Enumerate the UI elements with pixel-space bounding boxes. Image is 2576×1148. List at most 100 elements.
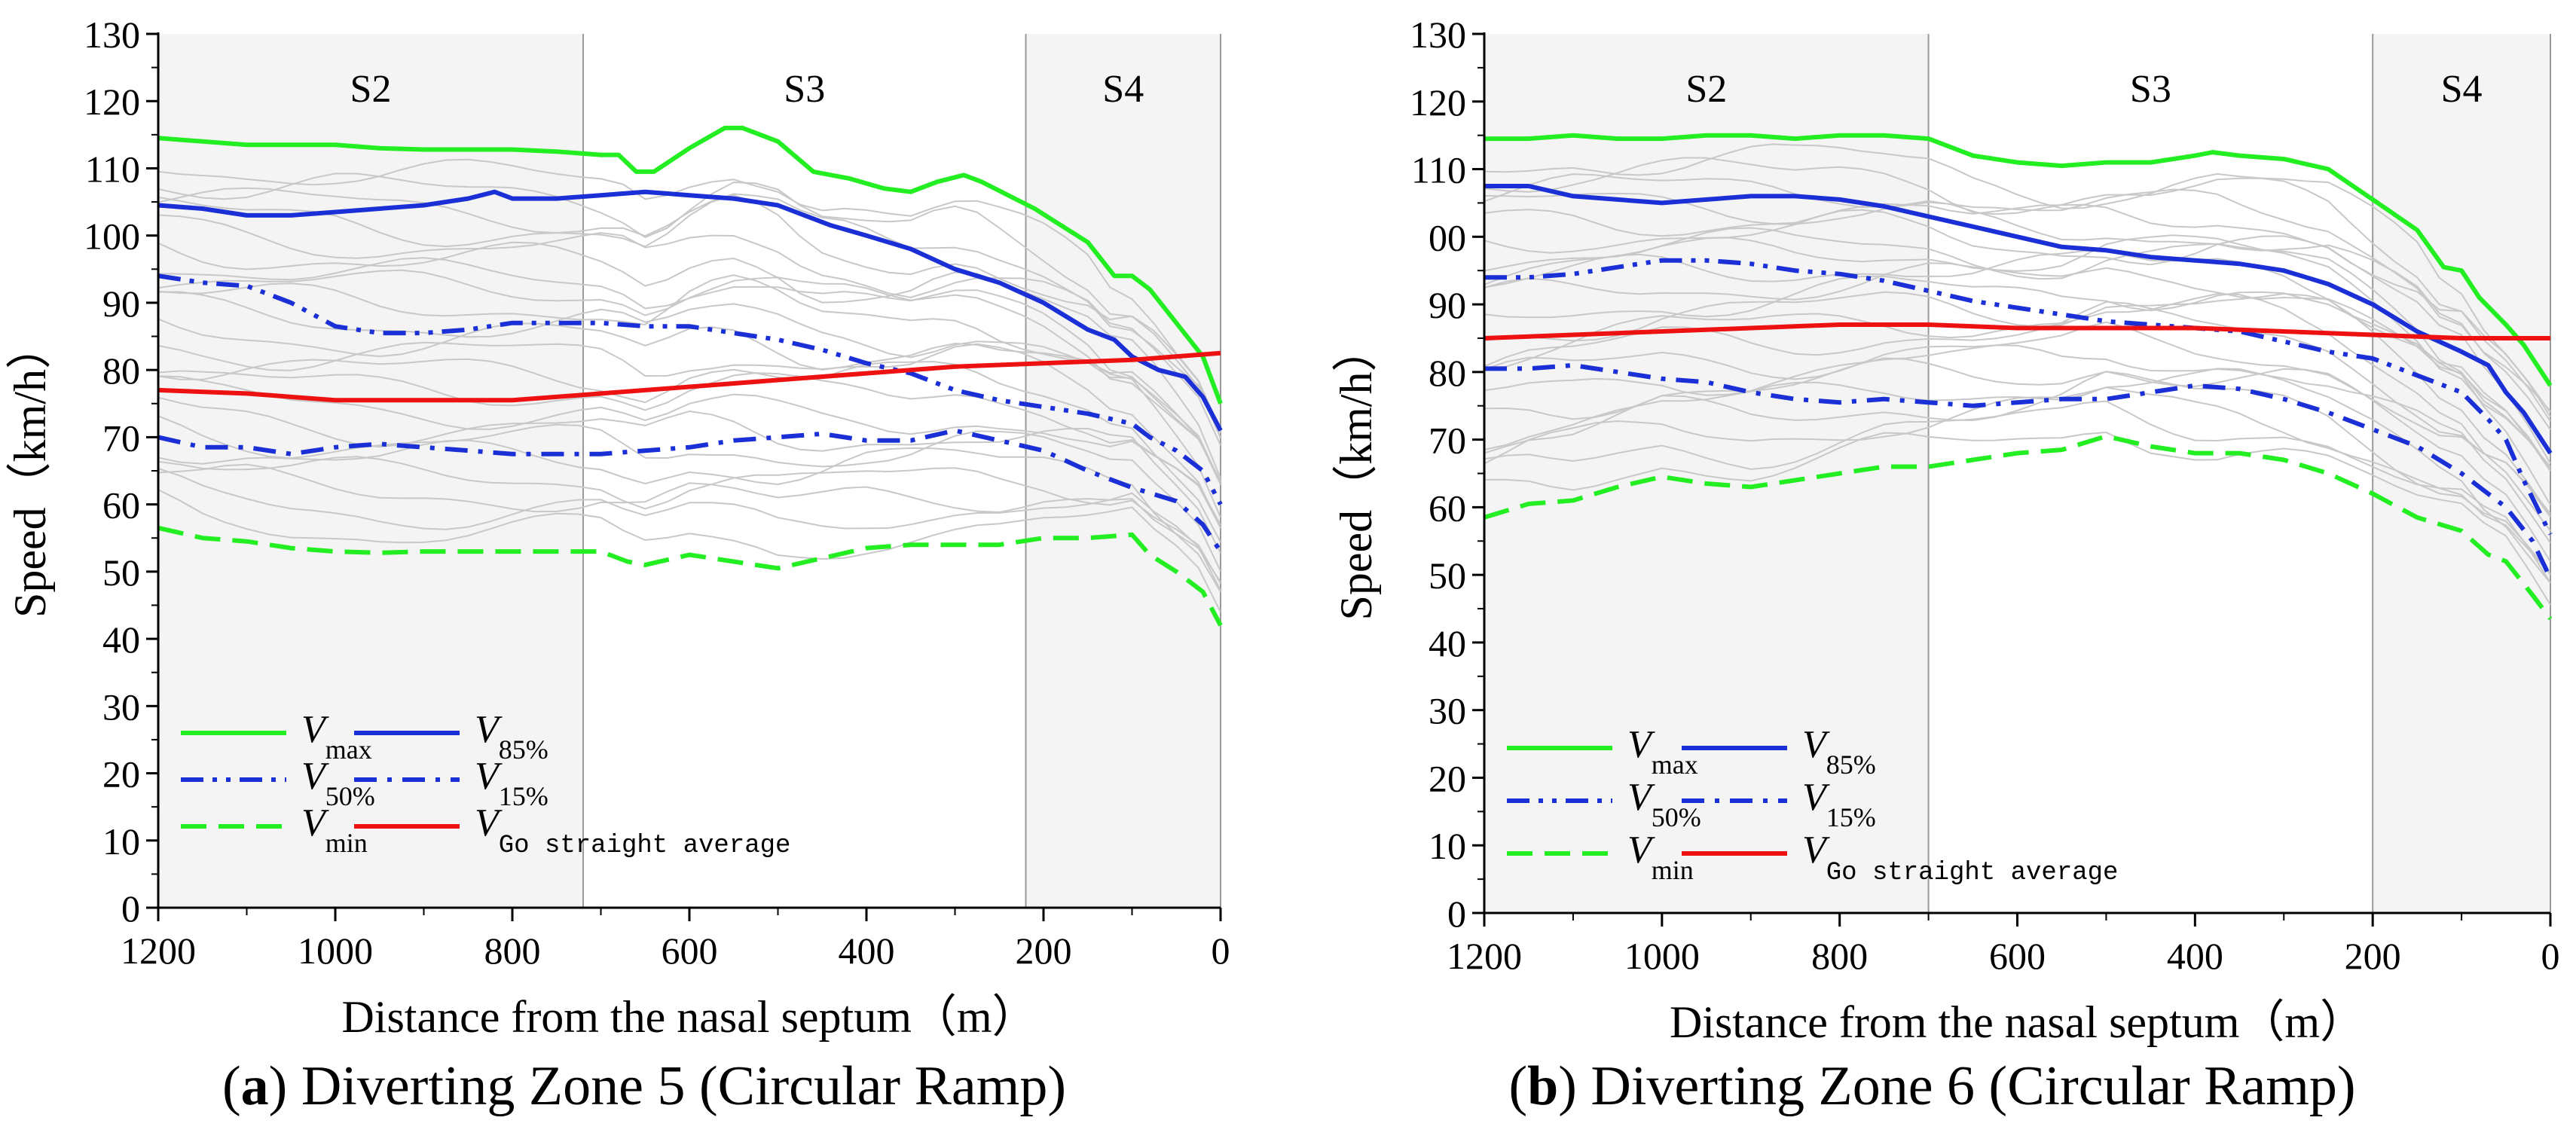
y-tick-label-a: 100 bbox=[84, 215, 140, 258]
legend-label-sub: 50% bbox=[325, 781, 375, 811]
x-tick-label-b: 1200 bbox=[1447, 935, 1522, 977]
y-tick-label-b: 20 bbox=[1429, 757, 1466, 799]
y-tick-label-b: 120 bbox=[1410, 81, 1466, 124]
series-line-a-3 bbox=[157, 428, 1223, 553]
background-trajectory bbox=[1484, 400, 2551, 584]
zone-band-a-0 bbox=[158, 34, 583, 908]
zone-label-a-0: S2 bbox=[350, 68, 392, 111]
background-trajectory bbox=[157, 318, 1221, 518]
background-trajectory bbox=[157, 358, 1221, 543]
background-trajectory bbox=[157, 396, 1221, 554]
chart-panel-b: S2 S3 S4 0 10 20 30 40 50 60 70 80 90 00 110 120 130 1200… bbox=[1331, 14, 2560, 1047]
background-trajectory bbox=[1484, 262, 2551, 470]
legend-label-sub: max bbox=[1652, 750, 1698, 780]
series-line-b-2 bbox=[1484, 258, 2553, 536]
legend-label-main: V bbox=[1802, 829, 1830, 872]
series-line-b-5 bbox=[1484, 322, 2550, 340]
caption-b-letter: b bbox=[1527, 1055, 1559, 1117]
legend-label-b-0: Vmax bbox=[1627, 723, 1698, 780]
x-tick-label-a: 600 bbox=[662, 930, 718, 972]
background-trajectory bbox=[157, 439, 1221, 593]
y-tick-label-a: 10 bbox=[102, 820, 140, 863]
y-tick-label-b: 60 bbox=[1429, 487, 1466, 529]
background-trajectory bbox=[1484, 249, 2551, 472]
background-trajectory bbox=[1484, 173, 2551, 412]
legend-label-b-2: V50% bbox=[1627, 776, 1701, 832]
y-tick-label-b: 130 bbox=[1410, 14, 1466, 56]
series-line-a-1 bbox=[157, 189, 1223, 432]
background-trajectory bbox=[1484, 371, 2551, 576]
legend-label-sub: Go straight average bbox=[1826, 859, 2119, 887]
x-tick-label-a: 800 bbox=[484, 930, 541, 972]
legend-label-a-4: Vmin bbox=[301, 801, 368, 858]
zone-label-b-2: S4 bbox=[2441, 68, 2483, 111]
background-trajectory bbox=[157, 241, 1221, 479]
chart-panel-a: S2 S3 S4 0 10 20 30 40 50 60 70 80 90 100 110 120 130 120… bbox=[5, 14, 1230, 1042]
legend-label-main: V bbox=[475, 755, 503, 798]
background-trajectory bbox=[1484, 291, 2551, 517]
series-line-b-0 bbox=[1484, 133, 2553, 387]
x-tick-label-a: 0 bbox=[1212, 930, 1230, 972]
legend-label-main: V bbox=[1627, 723, 1655, 766]
background-trajectory bbox=[157, 463, 1221, 583]
legend-label-main: V bbox=[475, 801, 503, 844]
legend-label-sub: 15% bbox=[499, 781, 549, 811]
background-trajectory bbox=[1484, 209, 2551, 464]
y-tick-label-a: 60 bbox=[102, 484, 140, 527]
legend-label-main: V bbox=[301, 708, 329, 751]
legend-label-a-0: Vmax bbox=[301, 708, 372, 765]
background-trajectory bbox=[157, 456, 1221, 585]
x-tick-label-b: 200 bbox=[2345, 935, 2401, 977]
background-trajectory bbox=[157, 370, 1221, 526]
background-trajectory bbox=[1484, 200, 2551, 431]
legend-label-b-4: Vmin bbox=[1627, 829, 1694, 885]
zone-label-a-2: S4 bbox=[1102, 68, 1144, 111]
background-trajectory bbox=[1484, 192, 2551, 417]
y-tick-label-b: 00 bbox=[1429, 216, 1466, 258]
legend-label-main: V bbox=[301, 755, 329, 798]
zone-band-b-0 bbox=[1484, 34, 1929, 913]
zone-label-b-1: S3 bbox=[2130, 68, 2171, 111]
background-trajectory bbox=[1484, 301, 2551, 514]
x-tick-label-b: 1000 bbox=[1624, 935, 1700, 977]
series-line-a-4 bbox=[157, 525, 1223, 627]
y-axis-title-a: Speed（km/h） bbox=[5, 324, 55, 618]
legend-label-sub: 50% bbox=[1652, 802, 1701, 832]
y-tick-label-a: 130 bbox=[84, 14, 140, 56]
y-tick-label-a: 0 bbox=[121, 887, 140, 930]
y-tick-label-b: 0 bbox=[1447, 893, 1466, 935]
legend-label-main: V bbox=[301, 801, 329, 844]
legend-label-sub: 85% bbox=[1826, 750, 1876, 780]
y-tick-label-b: 40 bbox=[1429, 622, 1466, 664]
y-tick-label-a: 90 bbox=[102, 282, 140, 325]
background-trajectory bbox=[1484, 386, 2551, 575]
background-trajectory bbox=[157, 158, 1221, 431]
x-tick-label-a: 400 bbox=[839, 930, 895, 972]
background-trajectory bbox=[1484, 431, 2551, 606]
background-trajectory bbox=[157, 375, 1221, 529]
x-tick-label-a: 1000 bbox=[298, 930, 373, 972]
caption-b: (b) Diverting Zone 6 (Circular Ramp) bbox=[1508, 1055, 2356, 1117]
background-trajectory bbox=[157, 468, 1221, 591]
zone-label-a-1: S3 bbox=[784, 68, 825, 111]
caption-a: (a) Diverting Zone 5 (Circular Ramp) bbox=[222, 1055, 1066, 1117]
legend-label-main: V bbox=[1802, 776, 1830, 819]
x-tick-label-a: 1200 bbox=[121, 930, 196, 972]
legend-label-main: V bbox=[1627, 829, 1655, 872]
legend-label-b-1: V85% bbox=[1802, 723, 1876, 780]
legend-label-b-3: V15% bbox=[1802, 776, 1876, 832]
background-trajectory bbox=[157, 291, 1221, 484]
y-tick-label-b: 110 bbox=[1411, 149, 1466, 191]
series-line-b-1 bbox=[1484, 184, 2553, 455]
legend-label-sub: max bbox=[325, 734, 372, 765]
x-tick-label-b: 600 bbox=[1989, 935, 2046, 977]
legend-label-sub: 15% bbox=[1826, 802, 1876, 832]
y-tick-label-a: 40 bbox=[102, 618, 140, 661]
series-line-b-4 bbox=[1484, 434, 2553, 621]
legend-label-a-5: VGo straight average bbox=[475, 801, 790, 860]
legend-label-sub: Go straight average bbox=[499, 832, 791, 860]
background-trajectory bbox=[157, 257, 1221, 482]
y-tick-label-b: 50 bbox=[1429, 554, 1466, 597]
background-trajectory bbox=[1484, 344, 2551, 544]
